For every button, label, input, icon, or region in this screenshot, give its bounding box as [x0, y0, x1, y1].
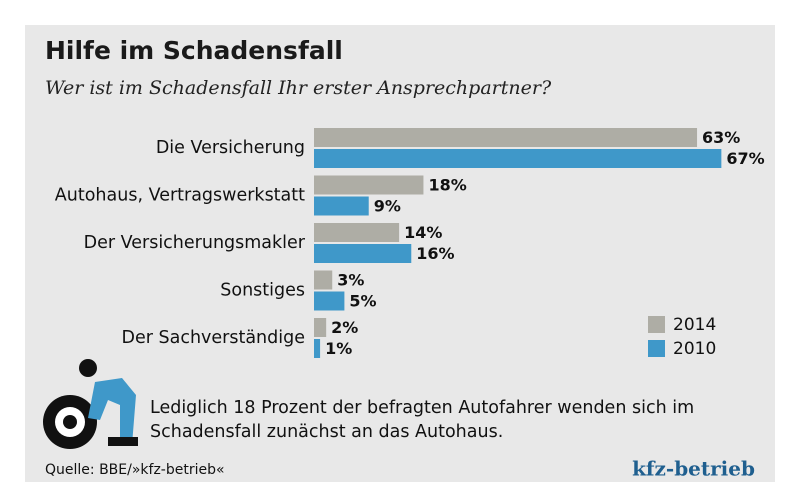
bar [314, 270, 333, 290]
legend-swatch [648, 340, 665, 357]
bar [314, 128, 698, 147]
chart-title: Hilfe im Schadensfall [45, 36, 343, 65]
category-label: Autohaus, Vertragswerkstatt [55, 186, 305, 206]
value-label: 14% [404, 223, 442, 242]
value-label: 3% [337, 271, 364, 290]
category-label: Sonstiges [220, 281, 305, 301]
category-label: Der Versicherungsmakler [84, 233, 306, 253]
value-label: 18% [428, 176, 466, 195]
bar [314, 223, 400, 242]
legend-label: 2014 [673, 315, 716, 335]
bar [314, 149, 722, 168]
logo: kfz-betrieb [632, 457, 755, 481]
value-label: 5% [349, 292, 376, 311]
category-label: Der Sachverständige [121, 328, 305, 348]
mechanic-icon [43, 359, 138, 449]
bar [314, 175, 424, 195]
bar [314, 318, 327, 337]
value-label: 2% [331, 318, 358, 337]
value-label: 67% [726, 149, 764, 168]
annotation: Lediglich 18 Prozent der befragten Autof… [150, 398, 694, 418]
value-label: 9% [374, 197, 401, 216]
bar [314, 196, 369, 216]
legend-swatch [648, 316, 665, 333]
chart-subtitle: Wer ist im Schadensfall Ihr erster Anspr… [45, 77, 552, 99]
source: Quelle: BBE/»kfz-betrieb« [45, 462, 225, 478]
annotation: Schadensfall zunächst an das Autohaus. [150, 422, 503, 442]
category-label: Die Versicherung [156, 138, 305, 158]
bar [314, 291, 345, 311]
value-label: 16% [416, 244, 454, 263]
value-label: 1% [325, 339, 352, 358]
value-label: 63% [702, 128, 740, 147]
bar [314, 244, 412, 263]
legend-label: 2010 [673, 339, 716, 359]
bar [314, 339, 321, 358]
